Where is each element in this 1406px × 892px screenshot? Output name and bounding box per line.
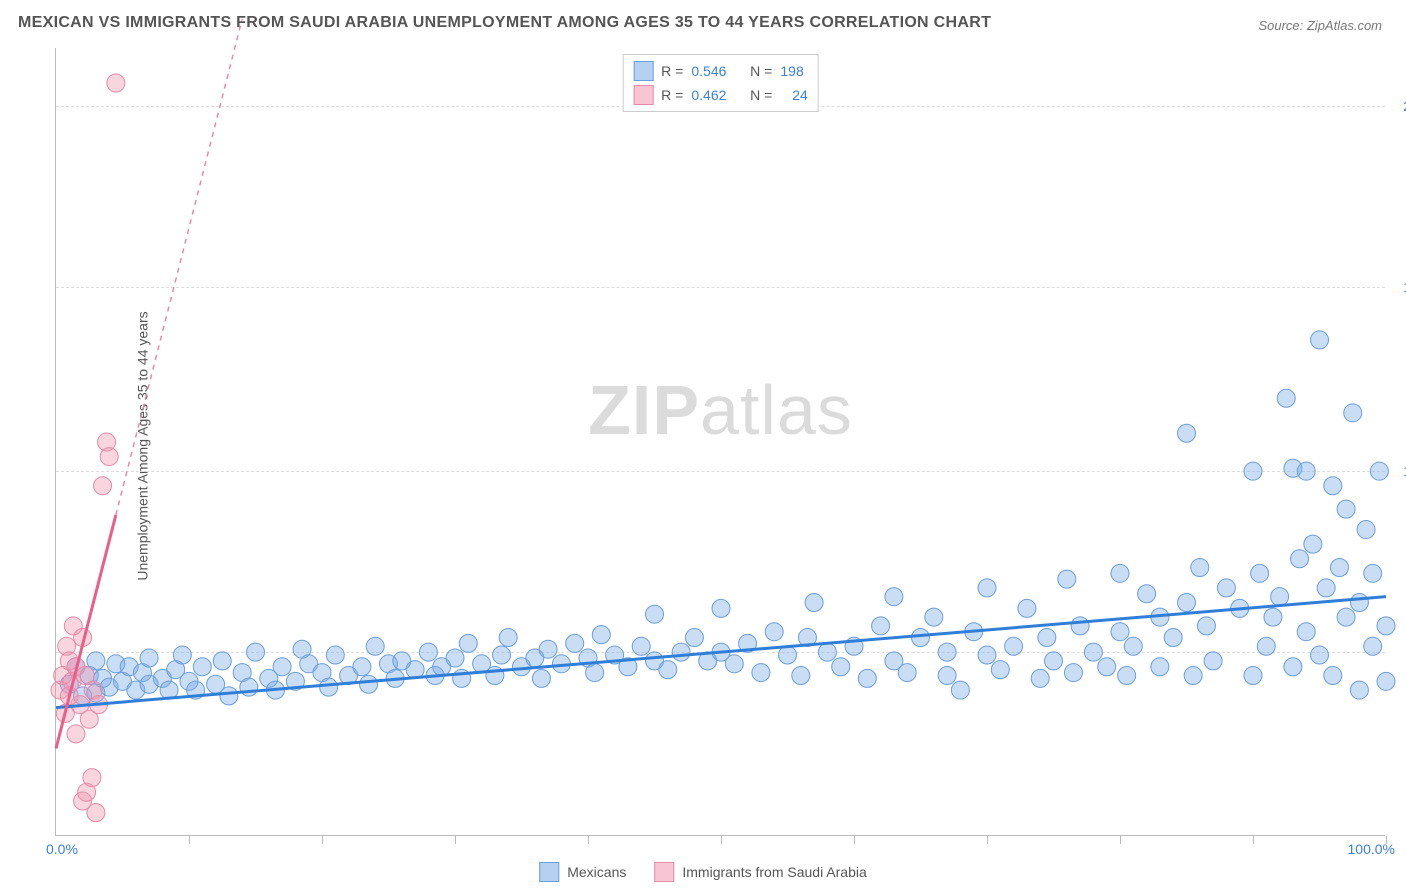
legend-swatch-icon — [539, 862, 559, 882]
legend-swatch-icon — [654, 862, 674, 882]
x-axis-max: 100.0% — [1348, 841, 1395, 857]
y-tick-label: 12.5% — [1393, 463, 1406, 479]
y-tick-label: 18.8% — [1393, 279, 1406, 295]
series-legend: Mexicans Immigrants from Saudi Arabia — [539, 862, 867, 882]
scatter-svg — [56, 48, 1385, 835]
y-tick-label: 25.0% — [1393, 98, 1406, 114]
legend-label: Immigrants from Saudi Arabia — [682, 864, 866, 880]
legend-swatch-icon — [633, 61, 653, 81]
x-axis-min: 0.0% — [46, 841, 78, 857]
legend-label: Mexicans — [567, 864, 626, 880]
chart-title: MEXICAN VS IMMIGRANTS FROM SAUDI ARABIA … — [18, 14, 991, 32]
plot-area: ZIPatlas 6.3%12.5%18.8%25.0% R = 0.546 N… — [55, 48, 1385, 836]
source-credit: Source: ZipAtlas.com — [1258, 18, 1382, 33]
y-tick-label: 6.3% — [1393, 644, 1406, 660]
stat-legend: R = 0.546 N = 198 R = 0.462 N = 24 — [622, 54, 819, 112]
legend-swatch-icon — [633, 85, 653, 105]
